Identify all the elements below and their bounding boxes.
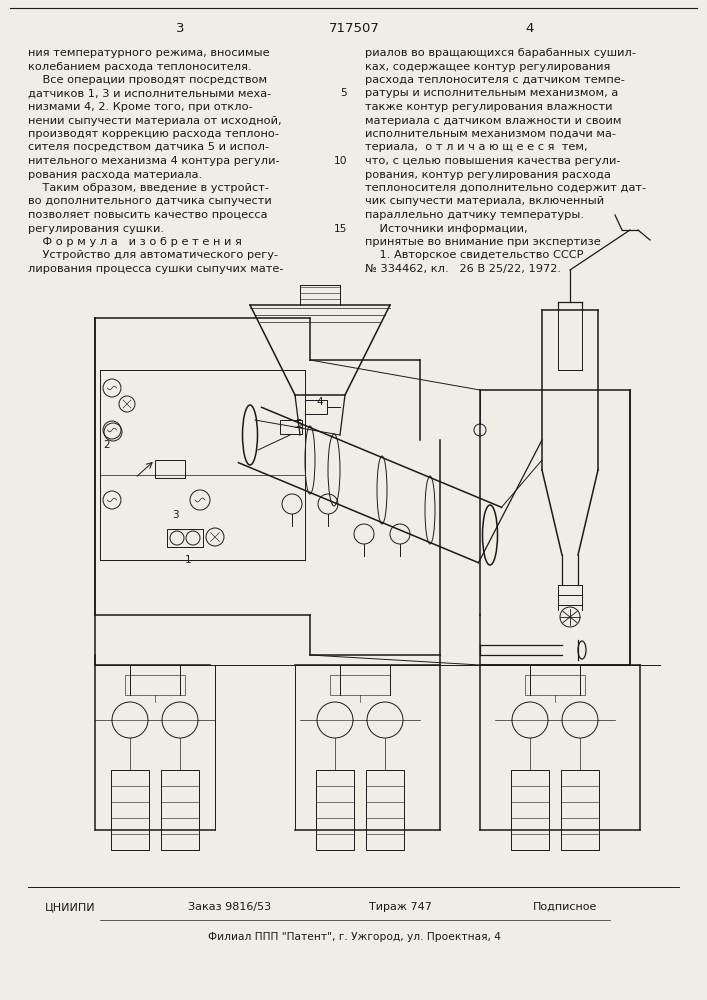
Bar xyxy=(330,675,390,695)
Text: 4: 4 xyxy=(526,21,534,34)
Text: териала,  о т л и ч а ю щ е е с я  тем,: териала, о т л и ч а ю щ е е с я тем, xyxy=(365,142,588,152)
Text: теплоносителя дополнительно содержит дат-: теплоносителя дополнительно содержит дат… xyxy=(365,183,646,193)
Bar xyxy=(525,675,585,695)
Bar xyxy=(155,460,185,478)
Text: 3: 3 xyxy=(172,510,178,520)
Text: производят коррекцию расхода теплоно-: производят коррекцию расхода теплоно- xyxy=(28,129,279,139)
Text: 10: 10 xyxy=(334,156,347,166)
Text: также контур регулирования влажности: также контур регулирования влажности xyxy=(365,102,612,112)
Text: низмами 4, 2. Кроме того, при откло-: низмами 4, 2. Кроме того, при откло- xyxy=(28,102,252,112)
Text: ния температурного режима, вносимые: ния температурного режима, вносимые xyxy=(28,48,269,58)
Text: Тираж 747: Тираж 747 xyxy=(368,902,431,912)
Bar xyxy=(561,770,599,850)
Text: Источники информации,: Источники информации, xyxy=(365,224,527,233)
Text: Все операции проводят посредством: Все операции проводят посредством xyxy=(28,75,267,85)
Text: расхода теплоносителя с датчиком темпе-: расхода теплоносителя с датчиком темпе- xyxy=(365,75,625,85)
Text: 717507: 717507 xyxy=(329,21,380,34)
Ellipse shape xyxy=(578,641,586,659)
Text: 1. Авторское свидетельство СССР: 1. Авторское свидетельство СССР xyxy=(365,250,583,260)
Bar xyxy=(305,400,327,414)
Text: сителя посредством датчика 5 и испол-: сителя посредством датчика 5 и испол- xyxy=(28,142,269,152)
Text: рования расхода материала.: рования расхода материала. xyxy=(28,169,202,180)
Bar xyxy=(161,770,199,850)
Text: параллельно датчику температуры.: параллельно датчику температуры. xyxy=(365,210,584,220)
Text: что, с целью повышения качества регули-: что, с целью повышения качества регули- xyxy=(365,156,621,166)
Text: ках, содержащее контур регулирования: ках, содержащее контур регулирования xyxy=(365,62,610,72)
Text: чик сыпучести материала, включенный: чик сыпучести материала, включенный xyxy=(365,196,604,207)
Text: Подписное: Подписное xyxy=(533,902,597,912)
Bar xyxy=(111,770,149,850)
Text: лирования процесса сушки сыпучих мате-: лирования процесса сушки сыпучих мате- xyxy=(28,264,284,274)
Text: риалов во вращающихся барабанных сушил-: риалов во вращающихся барабанных сушил- xyxy=(365,48,636,58)
Text: регулирования сушки.: регулирования сушки. xyxy=(28,224,164,233)
Text: ЦНИИПИ: ЦНИИПИ xyxy=(45,902,95,912)
Text: принятые во внимание при экспертизе: принятые во внимание при экспертизе xyxy=(365,237,601,247)
Text: исполнительным механизмом подачи ма-: исполнительным механизмом подачи ма- xyxy=(365,129,616,139)
Text: № 334462, кл.   26 В 25/22, 1972.: № 334462, кл. 26 В 25/22, 1972. xyxy=(365,264,561,274)
Text: Заказ 9816/53: Заказ 9816/53 xyxy=(189,902,271,912)
Text: Ф о р м у л а   и з о б р е т е н и я: Ф о р м у л а и з о б р е т е н и я xyxy=(28,237,242,247)
Text: датчиков 1, 3 и исполнительными меха-: датчиков 1, 3 и исполнительными меха- xyxy=(28,89,271,99)
Text: Филиал ППП "Патент", г. Ужгород, ул. Проектная, 4: Филиал ППП "Патент", г. Ужгород, ул. Про… xyxy=(207,932,501,942)
Text: Устройство для автоматического регу-: Устройство для автоматического регу- xyxy=(28,250,278,260)
Text: позволяет повысить качество процесса: позволяет повысить качество процесса xyxy=(28,210,267,220)
Bar xyxy=(167,529,203,547)
Text: во дополнительного датчика сыпучести: во дополнительного датчика сыпучести xyxy=(28,196,271,207)
Bar xyxy=(316,770,354,850)
Text: нительного механизма 4 контура регули-: нительного механизма 4 контура регули- xyxy=(28,156,280,166)
Text: 5: 5 xyxy=(295,419,301,429)
Text: рования, контур регулирования расхода: рования, контур регулирования расхода xyxy=(365,169,611,180)
Text: нении сыпучести материала от исходной,: нении сыпучести материала от исходной, xyxy=(28,115,281,125)
Text: Таким образом, введение в устройст-: Таким образом, введение в устройст- xyxy=(28,183,269,193)
Text: 2: 2 xyxy=(104,440,110,450)
Text: 4: 4 xyxy=(317,397,323,407)
Bar xyxy=(125,675,185,695)
Bar xyxy=(280,420,302,434)
Text: 5: 5 xyxy=(340,89,347,99)
Text: 1: 1 xyxy=(185,555,192,565)
Text: 15: 15 xyxy=(334,224,347,233)
Text: ратуры и исполнительным механизмом, а: ратуры и исполнительным механизмом, а xyxy=(365,89,618,99)
Bar xyxy=(511,770,549,850)
Text: колебанием расхода теплоносителя.: колебанием расхода теплоносителя. xyxy=(28,62,252,72)
Text: 3: 3 xyxy=(176,21,185,34)
Bar xyxy=(366,770,404,850)
Text: материала с датчиком влажности и своим: материала с датчиком влажности и своим xyxy=(365,115,621,125)
